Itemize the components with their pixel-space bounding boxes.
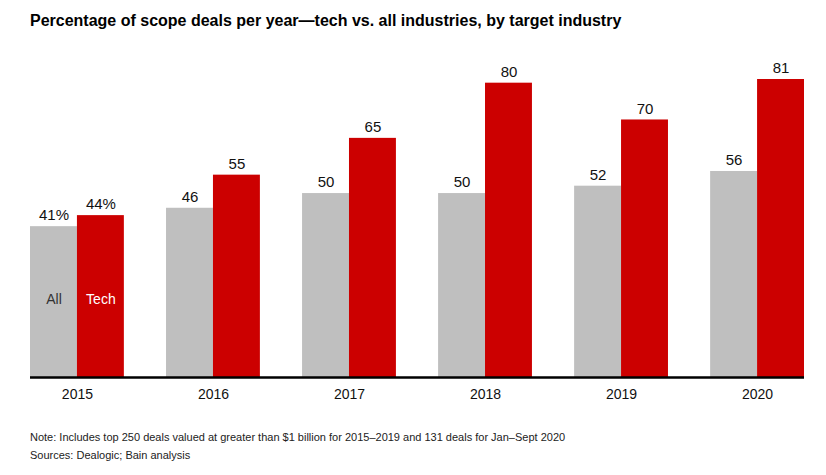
svg-text:80: 80 bbox=[501, 63, 518, 80]
svg-text:2019: 2019 bbox=[606, 386, 637, 402]
html-text:Note: Includes top 250 deals v: Note: Includes top 250 deals valued at g… bbox=[30, 431, 566, 443]
svg-text:Tech: Tech bbox=[86, 291, 116, 307]
svg-text:81: 81 bbox=[773, 59, 790, 76]
svg-text:70: 70 bbox=[637, 100, 654, 117]
svg-text:All: All bbox=[46, 291, 62, 307]
svg-text:2016: 2016 bbox=[198, 386, 229, 402]
svg-text:55: 55 bbox=[229, 155, 246, 172]
svg-text:46: 46 bbox=[182, 188, 199, 205]
svg-text:2015: 2015 bbox=[62, 386, 93, 402]
svg-text:50: 50 bbox=[318, 173, 335, 190]
svg-text:56: 56 bbox=[726, 151, 743, 168]
svg-text:65: 65 bbox=[365, 118, 382, 135]
svg-text:41%: 41% bbox=[39, 206, 69, 223]
svg-text:2018: 2018 bbox=[470, 386, 501, 402]
svg-text:2017: 2017 bbox=[334, 386, 365, 402]
html-text:Percentage of scope deals per: Percentage of scope deals per year—tech … bbox=[30, 12, 622, 29]
html-text:Sources: Dealogic; Bain analys: Sources: Dealogic; Bain analysis bbox=[30, 449, 191, 461]
svg-text:2020: 2020 bbox=[742, 386, 773, 402]
svg-text:50: 50 bbox=[454, 173, 471, 190]
svg-text:52: 52 bbox=[590, 166, 607, 183]
svg-text:44%: 44% bbox=[86, 195, 116, 212]
